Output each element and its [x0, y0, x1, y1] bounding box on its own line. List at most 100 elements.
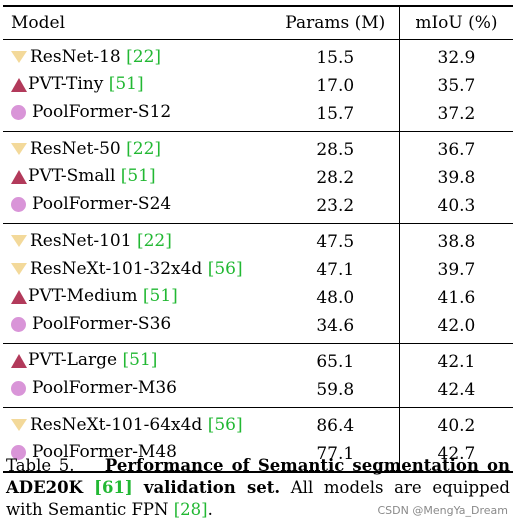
results-table: Model Params (M) mIoU (%) ResNet-18 [22]… [3, 5, 513, 473]
model-cell: ResNet-50 [22] [3, 132, 272, 165]
model-name: PVT-Tiny [28, 74, 109, 95]
circle-marker-icon [11, 381, 26, 396]
model-cell: PoolFormer-M36 [3, 376, 272, 408]
citation-link[interactable]: [51] [120, 166, 156, 187]
caption-bold-part1: Performance of Semantic segmentation on … [6, 456, 511, 497]
params-cell: 47.1 [316, 259, 355, 280]
citation-link[interactable]: [56] [207, 258, 243, 279]
circle-marker-icon [11, 445, 26, 460]
watermark: CSDN @MengYa_Dream [377, 504, 508, 517]
triangle-down-marker-icon [11, 263, 27, 276]
model-name: ResNet-50 [30, 138, 127, 159]
header-model: Model [3, 5, 272, 40]
miou-cell: 40.3 [398, 192, 513, 224]
circle-marker-icon [11, 105, 26, 120]
table-group: PVT-Large [51] 65.1 42.1 PoolFormer-M36 59.8… [3, 343, 513, 408]
model-name: PVT-Medium [28, 286, 143, 307]
model-name: PoolFormer-M36 [32, 378, 177, 398]
citation-link[interactable]: [51] [122, 350, 158, 371]
params-cell: 28.5 [316, 139, 355, 160]
model-cell: PVT-Tiny [51] [3, 72, 272, 100]
caption-label: Table 5. [6, 456, 75, 475]
triangle-up-marker-icon [11, 353, 27, 368]
table-row: ResNet-50 [22] 28.5 36.7 [3, 131, 513, 165]
miou-cell: 32.9 [398, 39, 513, 72]
table-row: ResNeXt-101-32x4d [56] 47.1 39.7 [3, 256, 513, 284]
triangle-down-marker-icon [11, 235, 27, 248]
triangle-down-marker-icon [11, 419, 27, 432]
miou-cell: 42.0 [398, 312, 513, 344]
model-cell: PoolFormer-S24 [3, 192, 272, 224]
model-name: PoolFormer-M48 [32, 442, 177, 462]
header-miou: mIoU (%) [398, 5, 513, 40]
table-row: PVT-Small [51] 28.2 39.8 [3, 164, 513, 192]
table-group: ResNeXt-101-64x4d [56] 86.4 40.2 PoolFormer… [3, 407, 513, 472]
triangle-down-marker-icon [11, 143, 27, 156]
params-cell: 77.1 [316, 443, 355, 464]
model-name: PVT-Small [28, 166, 121, 187]
miou-cell: 40.2 [398, 407, 513, 440]
model-cell: PoolFormer-M48 [3, 440, 272, 472]
header-params: Params (M) [271, 5, 400, 40]
citation-link[interactable]: [22] [126, 138, 162, 159]
model-cell: ResNet-18 [22] [3, 40, 272, 73]
table-caption: Table 5. Performance of Semantic segment… [6, 455, 510, 521]
caption-bold: Performance of Semantic segmentation on … [6, 456, 510, 497]
caption-cite-28[interactable]: [28] [173, 500, 208, 519]
params-cell: 17.0 [316, 75, 355, 96]
model-cell: ResNet-101 [22] [3, 224, 272, 257]
miou-cell: 38.8 [398, 223, 513, 256]
miou-cell: 42.1 [398, 343, 513, 376]
table-row: ResNet-101 [22] 47.5 38.8 [3, 223, 513, 257]
params-cell: 34.6 [316, 315, 355, 336]
miou-cell: 41.6 [398, 284, 513, 312]
model-name: PoolFormer-S24 [32, 194, 172, 214]
model-cell: PoolFormer-S12 [3, 100, 272, 132]
model-name: PoolFormer-S12 [32, 102, 172, 122]
model-cell: ResNeXt-101-64x4d [56] [3, 408, 272, 441]
miou-cell: 36.7 [398, 131, 513, 164]
params-cell: 23.2 [316, 195, 355, 216]
citation-link[interactable]: [56] [207, 414, 243, 435]
model-name: ResNeXt-101-32x4d [30, 258, 208, 279]
citation-link[interactable]: [51] [142, 286, 178, 307]
citation-link[interactable]: [51] [108, 74, 144, 95]
model-name: ResNet-101 [30, 230, 137, 251]
params-cell: 48.0 [316, 287, 355, 308]
table-row: PoolFormer-M48 77.1 42.7 [3, 440, 513, 472]
caption-rest-end: . [207, 500, 213, 519]
params-cell: 28.2 [316, 167, 355, 188]
citation-link[interactable]: [22] [126, 46, 162, 67]
miou-cell: 39.7 [398, 256, 513, 284]
miou-cell: 42.4 [398, 376, 513, 408]
params-cell: 65.1 [316, 351, 355, 372]
table-row: PoolFormer-S12 15.7 37.2 [3, 100, 513, 132]
miou-cell: 35.7 [398, 72, 513, 100]
caption-cite-61[interactable]: [61] [94, 478, 133, 497]
table-row: ResNeXt-101-64x4d [56] 86.4 40.2 [3, 407, 513, 441]
table-header-row: Model Params (M) mIoU (%) [3, 5, 513, 40]
circle-marker-icon [11, 197, 26, 212]
params-cell: 86.4 [316, 415, 355, 436]
table-row: PoolFormer-M36 59.8 42.4 [3, 376, 513, 408]
triangle-up-marker-icon [11, 289, 27, 304]
table-row: PVT-Tiny [51] 17.0 35.7 [3, 72, 513, 100]
table-row: PVT-Large [51] 65.1 42.1 [3, 343, 513, 377]
table-group: ResNet-18 [22] 15.5 32.9 PVT-Tiny [51] 17.0 3… [3, 39, 513, 132]
citation-link[interactable]: [22] [136, 230, 172, 251]
miou-cell: 37.2 [398, 100, 513, 132]
model-cell: PVT-Medium [51] [3, 284, 272, 312]
table-row: PoolFormer-S24 23.2 40.3 [3, 192, 513, 224]
table-group: ResNet-101 [22] 47.5 38.8 ResNeXt-101-32x4d… [3, 223, 513, 344]
caption-bold-part2: validation set. [132, 478, 281, 497]
triangle-up-marker-icon [11, 77, 27, 92]
params-cell: 47.5 [316, 231, 355, 252]
params-cell: 15.5 [316, 47, 355, 68]
model-name: ResNet-18 [30, 46, 127, 67]
model-cell: PVT-Small [51] [3, 164, 272, 192]
table-row: ResNet-18 [22] 15.5 32.9 [3, 39, 513, 73]
caption-rest: All models are equipped with Semantic FP… [6, 478, 510, 519]
model-cell: PVT-Large [51] [3, 344, 272, 377]
model-name: PVT-Large [28, 350, 123, 371]
circle-marker-icon [11, 317, 26, 332]
